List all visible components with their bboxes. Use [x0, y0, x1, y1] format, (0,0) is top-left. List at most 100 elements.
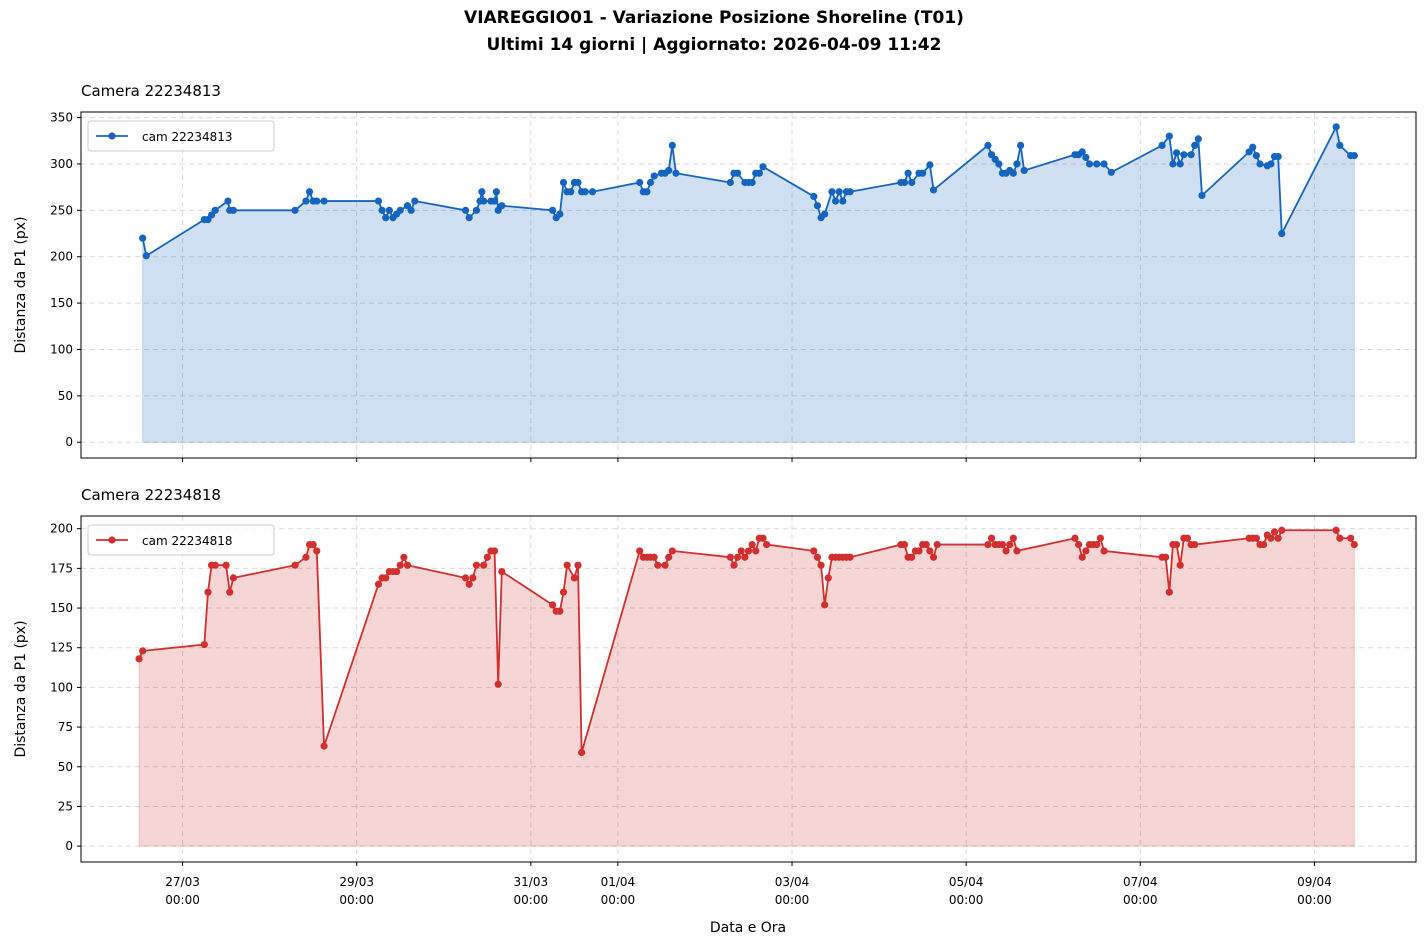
point	[490, 547, 499, 555]
point	[556, 210, 564, 218]
point	[1107, 168, 1115, 176]
point	[665, 166, 673, 175]
point	[922, 540, 930, 549]
point	[224, 197, 232, 205]
point	[142, 252, 150, 260]
point	[211, 561, 219, 569]
point	[755, 169, 763, 177]
point	[748, 540, 756, 549]
point	[1336, 141, 1344, 149]
subplot-title: Camera 22234813	[81, 82, 221, 100]
point	[498, 202, 506, 210]
y-tick-label: 0	[65, 839, 73, 853]
point	[1009, 169, 1017, 177]
point	[730, 561, 738, 569]
point	[904, 169, 912, 177]
point	[824, 574, 832, 582]
y-tick-label: 50	[58, 760, 73, 774]
point	[1100, 160, 1108, 168]
point	[1191, 540, 1199, 549]
point	[200, 640, 208, 649]
point	[374, 197, 383, 205]
point	[1183, 534, 1192, 542]
point	[309, 540, 317, 549]
x-tick-label: 31/03 00:00	[514, 875, 549, 907]
point	[1274, 534, 1282, 542]
legend-box	[87, 120, 275, 152]
point	[759, 534, 767, 542]
point	[139, 234, 147, 242]
point	[668, 141, 676, 149]
point	[1267, 160, 1275, 168]
point	[1180, 151, 1188, 159]
point	[393, 567, 401, 576]
y-tick-label: 125	[50, 641, 73, 655]
point	[313, 197, 321, 205]
point	[291, 561, 299, 569]
point	[1252, 151, 1260, 160]
y-tick-label: 250	[50, 203, 73, 217]
point	[810, 547, 818, 555]
point	[1085, 160, 1094, 168]
point	[400, 553, 408, 561]
point	[1071, 534, 1079, 542]
point	[984, 540, 992, 549]
point	[1194, 135, 1202, 143]
point	[1013, 547, 1021, 555]
point	[563, 561, 571, 569]
point	[744, 547, 753, 555]
point	[900, 178, 909, 187]
point	[211, 206, 219, 214]
y-tick-label: 150	[50, 601, 73, 615]
legend-marker	[108, 132, 116, 140]
point	[1191, 141, 1199, 149]
point	[1198, 191, 1206, 200]
legend-marker	[108, 536, 116, 544]
point	[1082, 547, 1090, 555]
point	[741, 553, 749, 561]
point	[320, 742, 328, 750]
point	[817, 561, 825, 569]
point	[1187, 151, 1195, 159]
point	[1165, 588, 1173, 596]
point	[734, 169, 742, 177]
point	[1274, 152, 1282, 161]
area	[142, 125, 1355, 443]
point	[831, 197, 840, 205]
point	[559, 178, 568, 187]
point	[995, 160, 1003, 168]
point	[498, 567, 506, 576]
point	[650, 553, 658, 561]
point	[810, 192, 818, 201]
subplot-title: Camera 22234818	[81, 486, 221, 504]
point	[570, 574, 578, 582]
point	[646, 178, 655, 187]
point	[1009, 534, 1017, 542]
point	[1332, 123, 1340, 131]
point	[1078, 148, 1086, 156]
point	[734, 553, 742, 561]
point	[1016, 141, 1025, 149]
x-tick-label: 09/04 00:00	[1297, 875, 1332, 907]
point	[302, 197, 310, 205]
point	[465, 214, 473, 222]
point	[1278, 229, 1286, 238]
point	[465, 580, 473, 588]
point	[403, 561, 412, 569]
point	[821, 601, 829, 609]
point	[908, 553, 916, 561]
point	[1158, 141, 1166, 149]
legend-box	[87, 524, 275, 556]
point	[1082, 153, 1090, 162]
point	[382, 574, 390, 582]
y-tick-label: 100	[50, 342, 73, 356]
point	[650, 172, 658, 180]
point	[492, 188, 500, 196]
point	[480, 197, 488, 205]
point	[204, 588, 212, 596]
point	[229, 574, 237, 582]
point	[726, 553, 734, 561]
y-tick-label: 200	[50, 522, 73, 536]
y-tick-label: 100	[50, 680, 73, 694]
